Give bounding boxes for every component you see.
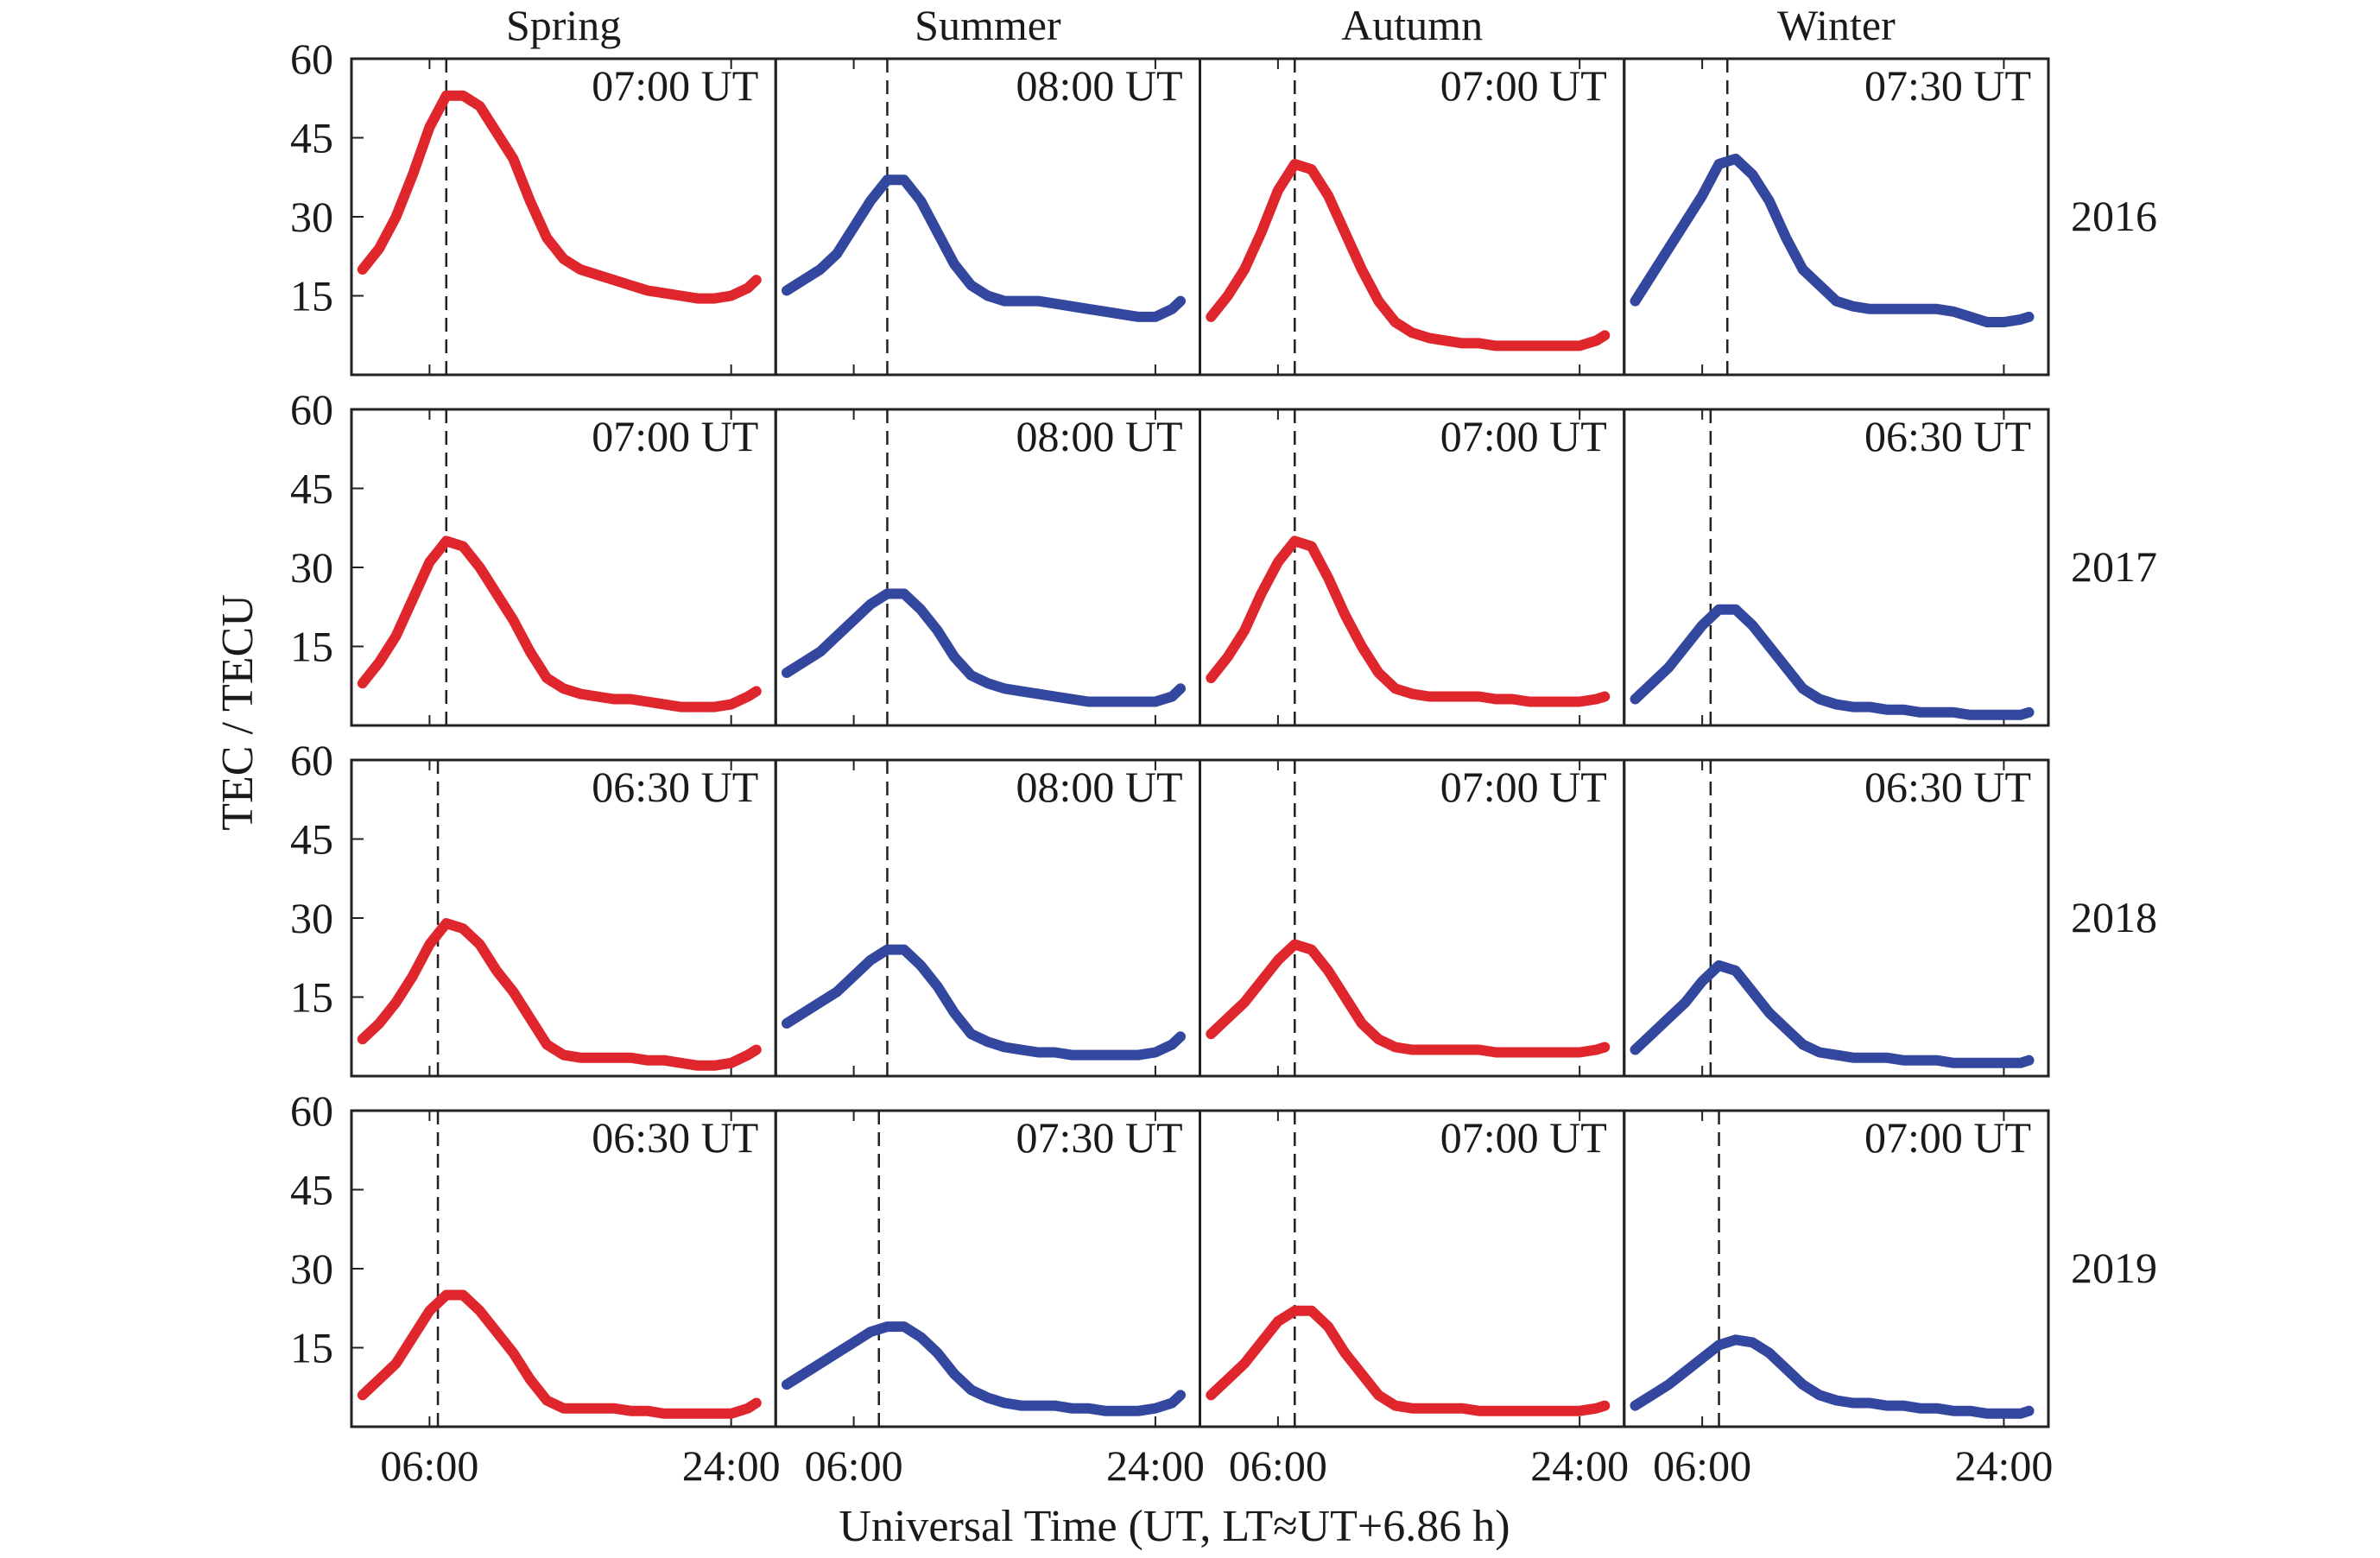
panels-layer (350, 57, 2050, 1428)
panel-frame-2019-winter (1623, 1109, 2050, 1428)
year-label-2017: 2017 (2071, 542, 2157, 591)
y-tick-label-2017-30: 30 (290, 543, 333, 592)
labels-layer: TEC / TECU Universal Time (UT, LT≈UT+6.8… (213, 1, 2157, 1551)
y-tick-label-2016-30: 30 (290, 193, 333, 241)
x-tick-label-autumn-1: 24:00 (1530, 1441, 1629, 1490)
y-tick-label-2017-45: 45 (290, 465, 333, 513)
x-tick-label-autumn-0: 06:00 (1229, 1441, 1327, 1490)
peak-label-2019-winter: 07:00 UT (1864, 1113, 2031, 1162)
season-title-spring: Spring (506, 1, 621, 49)
tec-line-2018-spring (357, 918, 762, 1071)
x-tick-label-winter-0: 06:00 (1653, 1441, 1751, 1490)
y-tick-label-2018-15: 15 (290, 973, 333, 1022)
peak-label-2018-spring: 06:30 UT (592, 763, 758, 811)
peak-label-2017-spring: 07:00 UT (592, 412, 758, 460)
peak-label-2019-summer: 07:30 UT (1016, 1113, 1182, 1162)
tec-line-2017-winter (1630, 604, 2035, 720)
tec-line-2018-autumn (1206, 939, 1611, 1058)
peak-label-2018-summer: 08:00 UT (1016, 763, 1182, 811)
y-tick-label-2019-30: 30 (290, 1244, 333, 1293)
season-title-winter: Winter (1777, 1, 1896, 49)
x-tick-label-summer-0: 06:00 (805, 1441, 903, 1490)
peak-label-2016-winter: 07:30 UT (1864, 61, 2031, 110)
tec-line-2018-winter (1630, 960, 2035, 1068)
tec-line-2017-spring (357, 535, 762, 712)
peak-label-2019-spring: 06:30 UT (592, 1113, 758, 1162)
tec-line-2018-summer (782, 944, 1186, 1061)
x-axis-title: Universal Time (UT, LT≈UT+6.86 h) (839, 1502, 1510, 1551)
tec-line-2017-summer (782, 588, 1186, 707)
x-tick-label-winter-1: 24:00 (1954, 1441, 2053, 1490)
y-tick-label-2016-15: 15 (290, 272, 333, 320)
y-tick-label-2019-60: 60 (290, 1086, 333, 1135)
y-tick-label-2017-15: 15 (290, 623, 333, 671)
tec-line-2019-summer (782, 1321, 1186, 1416)
y-tick-label-2019-15: 15 (290, 1324, 333, 1372)
peak-label-2017-summer: 08:00 UT (1016, 412, 1182, 460)
year-label-2019: 2019 (2071, 1244, 2157, 1292)
tec-line-2017-autumn (1206, 535, 1611, 707)
y-tick-label-2017-60: 60 (290, 385, 333, 434)
panel-frame-2017-winter (1623, 408, 2050, 727)
year-label-2018: 2018 (2071, 893, 2157, 941)
peak-label-2016-spring: 07:00 UT (592, 61, 758, 110)
x-tick-label-spring-1: 24:00 (682, 1441, 781, 1490)
tec-line-2016-winter (1630, 153, 2035, 327)
panel-frame-2016-winter (1623, 57, 2050, 377)
peak-label-2017-winter: 06:30 UT (1864, 412, 2031, 460)
y-tick-label-2019-45: 45 (290, 1166, 333, 1214)
y-tick-label-2018-30: 30 (290, 894, 333, 942)
peak-label-2018-winter: 06:30 UT (1864, 763, 2031, 811)
peak-label-2016-autumn: 07:00 UT (1440, 61, 1607, 110)
peak-label-2017-autumn: 07:00 UT (1440, 412, 1607, 460)
panel-frame-2018-winter (1623, 758, 2050, 1078)
y-axis-title: TEC / TECU (213, 594, 263, 830)
year-label-2016: 2016 (2071, 192, 2157, 240)
tec-line-2019-winter (1630, 1334, 2035, 1419)
tec-line-2019-autumn (1206, 1305, 1611, 1416)
tec-line-2016-autumn (1206, 159, 1611, 352)
y-tick-label-2016-60: 60 (290, 35, 333, 83)
y-tick-label-2018-45: 45 (290, 815, 333, 864)
peak-label-2018-autumn: 07:00 UT (1440, 763, 1607, 811)
tec-line-2016-spring (357, 90, 762, 304)
season-title-summer: Summer (915, 1, 1061, 49)
tec-line-2019-spring (357, 1289, 762, 1419)
x-tick-label-spring-0: 06:00 (380, 1441, 478, 1490)
y-tick-label-2016-45: 45 (290, 114, 333, 162)
peak-label-2016-summer: 08:00 UT (1016, 61, 1182, 110)
y-tick-label-2018-60: 60 (290, 736, 333, 784)
season-title-autumn: Autumn (1341, 1, 1483, 49)
x-tick-label-summer-1: 24:00 (1106, 1441, 1205, 1490)
tec-line-2016-summer (782, 174, 1186, 322)
peak-label-2019-autumn: 07:00 UT (1440, 1113, 1607, 1162)
